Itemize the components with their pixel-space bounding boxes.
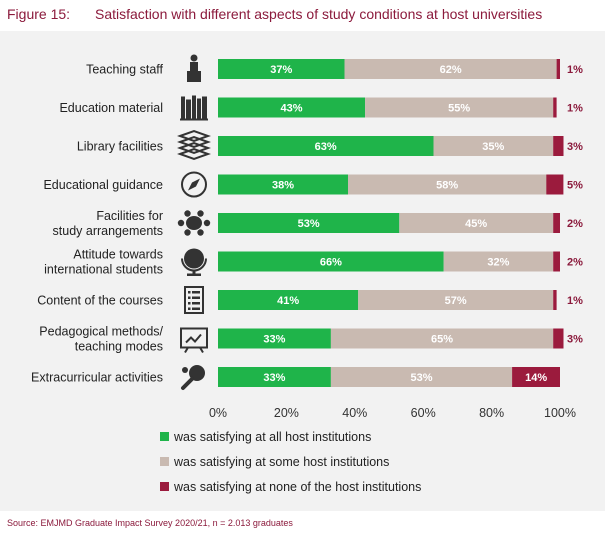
bar-segment <box>365 97 554 118</box>
x-tick-label: 100% <box>544 406 576 420</box>
bar-segment <box>553 97 557 118</box>
category-label: international students <box>44 263 163 277</box>
legend-swatch <box>160 457 169 466</box>
category-label: teaching modes <box>75 340 163 354</box>
chart-panel: Teaching staff 37% 62% 1% Education material… <box>0 31 605 511</box>
bar-value-label: 1% <box>567 103 583 115</box>
bar-segment <box>553 251 560 272</box>
bar-segment <box>218 251 444 272</box>
bar-value-label: 45% <box>465 218 487 230</box>
bar-value-label: 66% <box>320 257 342 269</box>
bar-value-label: 5% <box>567 180 583 192</box>
bar-segment <box>399 213 554 233</box>
bar-value-label: 3% <box>567 334 583 346</box>
bar-segment <box>358 290 554 310</box>
stacked-bar-chart: Teaching staff 37% 62% 1% Education material… <box>31 54 583 494</box>
bar-value-label: 55% <box>448 103 470 115</box>
bar-value-label: 35% <box>482 141 504 153</box>
bar-segment <box>556 59 560 79</box>
category-label: Education material <box>59 101 163 115</box>
bar-segment <box>218 174 348 195</box>
bar-segment <box>433 136 554 156</box>
bar-segment <box>553 290 557 310</box>
bar-value-label: 53% <box>298 218 320 230</box>
teacher-icon <box>187 54 201 82</box>
bar-segment <box>348 174 547 195</box>
bar-value-label: 37% <box>270 64 292 76</box>
bar-value-label: 3% <box>567 141 583 153</box>
bar-value-label: 2% <box>567 257 583 269</box>
bar-segment <box>218 97 366 118</box>
legend-swatch <box>160 482 169 491</box>
bar-value-label: 32% <box>487 257 509 269</box>
bar-segment <box>344 59 557 79</box>
legend-label: was satisfying at some host institutions <box>173 455 389 469</box>
source-note: Source: EMJMD Graduate Impact Survey 202… <box>7 518 293 528</box>
bar-segment <box>330 367 513 387</box>
bar-segment <box>218 328 331 349</box>
bar-segment <box>443 251 554 272</box>
x-tick-label: 20% <box>274 406 299 420</box>
bar-value-label: 58% <box>436 180 458 192</box>
bar-segment <box>218 367 331 387</box>
x-tick-label: 80% <box>479 406 504 420</box>
globe-icon <box>181 248 207 276</box>
bar-segment <box>218 59 345 79</box>
bar-value-label: 14% <box>525 372 547 384</box>
checklist-icon <box>184 286 204 314</box>
legend-label: was satisfying at none of the host insti… <box>173 480 421 494</box>
x-tick-label: 40% <box>342 406 367 420</box>
x-tick-label: 0% <box>209 406 227 420</box>
bar-segment <box>553 136 564 156</box>
book-stack-icon <box>177 129 211 161</box>
bar-segment <box>218 136 434 156</box>
bar-segment <box>553 213 560 233</box>
legend-label: was satisfying at all host institutions <box>173 430 371 444</box>
category-label: Library facilities <box>77 140 163 154</box>
bar-value-label: 1% <box>567 64 583 76</box>
bar-value-label: 57% <box>445 295 467 307</box>
category-label: Extracurricular activities <box>31 371 163 385</box>
bar-segment <box>512 367 560 387</box>
bar-value-label: 2% <box>567 218 583 230</box>
x-tick-label: 60% <box>411 406 436 420</box>
bar-value-label: 62% <box>440 64 462 76</box>
category-label: Content of the courses <box>37 294 163 308</box>
ping-pong-icon <box>181 365 205 390</box>
figure-title: Figure 15: Satisfaction with different as… <box>7 6 602 22</box>
bar-value-label: 65% <box>431 334 453 346</box>
legend-swatch <box>160 432 169 441</box>
bar-segment <box>546 174 564 195</box>
category-label: Educational guidance <box>43 178 163 192</box>
category-label: Attitude towards <box>73 248 163 262</box>
figure-number: Figure 15: <box>7 6 71 22</box>
category-label: Pedagogical methods/ <box>39 325 163 339</box>
meeting-table-icon <box>177 210 211 236</box>
bar-value-label: 33% <box>263 372 285 384</box>
bar-value-label: 1% <box>567 295 583 307</box>
bar-value-label: 43% <box>280 103 302 115</box>
bar-value-label: 53% <box>410 372 432 384</box>
figure-title-text: Satisfaction with different aspects of s… <box>95 6 543 22</box>
compass-icon <box>181 171 207 198</box>
bar-segment <box>218 213 400 233</box>
presentation-board-icon <box>180 327 208 354</box>
category-label: study arrangements <box>53 224 163 238</box>
category-label: Teaching staff <box>86 63 163 77</box>
bar-value-label: 38% <box>272 180 294 192</box>
books-icon <box>180 95 208 121</box>
category-label: Facilities for <box>96 209 163 223</box>
bar-value-label: 41% <box>277 295 299 307</box>
bar-segment <box>330 328 554 349</box>
bar-value-label: 63% <box>315 141 337 153</box>
bar-segment <box>218 290 359 310</box>
bar-value-label: 33% <box>263 334 285 346</box>
bar-segment <box>553 328 564 349</box>
